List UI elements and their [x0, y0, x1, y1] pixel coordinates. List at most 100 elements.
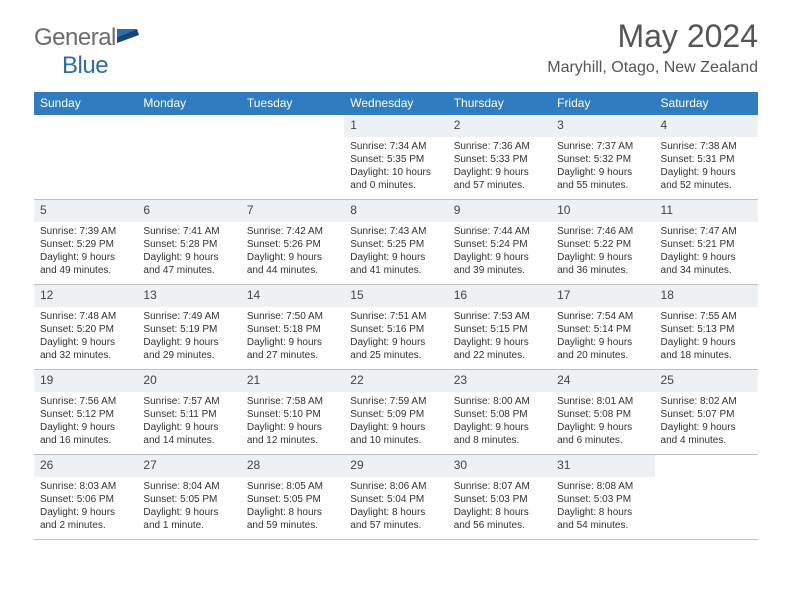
day-details: Sunrise: 7:51 AMSunset: 5:16 PMDaylight:…	[344, 307, 447, 368]
day-cell: 5Sunrise: 7:39 AMSunset: 5:29 PMDaylight…	[34, 200, 137, 284]
day-cell: 1Sunrise: 7:34 AMSunset: 5:35 PMDaylight…	[344, 115, 447, 199]
day-cell: 17Sunrise: 7:54 AMSunset: 5:14 PMDayligh…	[551, 285, 654, 369]
day-cell: 24Sunrise: 8:01 AMSunset: 5:08 PMDayligh…	[551, 370, 654, 454]
day-number: 12	[34, 285, 137, 307]
day-number: 30	[448, 455, 551, 477]
day-number: 18	[655, 285, 758, 307]
day-cell: 12Sunrise: 7:48 AMSunset: 5:20 PMDayligh…	[34, 285, 137, 369]
sunset-text: Sunset: 5:13 PM	[661, 323, 752, 336]
daylight-text: Daylight: 9 hours and 22 minutes.	[454, 336, 545, 362]
flag-icon	[117, 24, 141, 51]
day-cell: 6Sunrise: 7:41 AMSunset: 5:28 PMDaylight…	[137, 200, 240, 284]
day-cell: 21Sunrise: 7:58 AMSunset: 5:10 PMDayligh…	[241, 370, 344, 454]
sunrise-text: Sunrise: 8:05 AM	[247, 480, 338, 493]
brand-part1: General	[34, 24, 116, 51]
sunset-text: Sunset: 5:08 PM	[557, 408, 648, 421]
daylight-text: Daylight: 8 hours and 57 minutes.	[350, 506, 441, 532]
weekday-header: Wednesday	[344, 92, 447, 115]
sunrise-text: Sunrise: 8:02 AM	[661, 395, 752, 408]
day-cell: 31Sunrise: 8:08 AMSunset: 5:03 PMDayligh…	[551, 455, 654, 539]
day-cell	[241, 115, 344, 199]
sunset-text: Sunset: 5:11 PM	[143, 408, 234, 421]
day-number: 27	[137, 455, 240, 477]
daylight-text: Daylight: 9 hours and 41 minutes.	[350, 251, 441, 277]
day-cell: 9Sunrise: 7:44 AMSunset: 5:24 PMDaylight…	[448, 200, 551, 284]
day-cell: 25Sunrise: 8:02 AMSunset: 5:07 PMDayligh…	[655, 370, 758, 454]
day-cell	[137, 115, 240, 199]
day-details: Sunrise: 8:05 AMSunset: 5:05 PMDaylight:…	[241, 477, 344, 538]
sunrise-text: Sunrise: 7:56 AM	[40, 395, 131, 408]
day-number: 2	[448, 115, 551, 137]
daylight-text: Daylight: 9 hours and 36 minutes.	[557, 251, 648, 277]
daylight-text: Daylight: 8 hours and 56 minutes.	[454, 506, 545, 532]
daylight-text: Daylight: 9 hours and 49 minutes.	[40, 251, 131, 277]
weeks-container: 1Sunrise: 7:34 AMSunset: 5:35 PMDaylight…	[34, 115, 758, 540]
sunrise-text: Sunrise: 7:58 AM	[247, 395, 338, 408]
brand-text: GeneralBlue	[34, 24, 141, 80]
sunrise-text: Sunrise: 8:04 AM	[143, 480, 234, 493]
brand-logo: GeneralBlue	[34, 24, 141, 80]
sunset-text: Sunset: 5:12 PM	[40, 408, 131, 421]
day-cell: 3Sunrise: 7:37 AMSunset: 5:32 PMDaylight…	[551, 115, 654, 199]
sunset-text: Sunset: 5:18 PM	[247, 323, 338, 336]
daylight-text: Daylight: 9 hours and 6 minutes.	[557, 421, 648, 447]
sunrise-text: Sunrise: 8:00 AM	[454, 395, 545, 408]
day-number: 8	[344, 200, 447, 222]
daylight-text: Daylight: 9 hours and 18 minutes.	[661, 336, 752, 362]
day-number: 17	[551, 285, 654, 307]
sunrise-text: Sunrise: 7:53 AM	[454, 310, 545, 323]
sunset-text: Sunset: 5:16 PM	[350, 323, 441, 336]
day-number: 22	[344, 370, 447, 392]
daylight-text: Daylight: 9 hours and 29 minutes.	[143, 336, 234, 362]
daylight-text: Daylight: 9 hours and 39 minutes.	[454, 251, 545, 277]
day-details: Sunrise: 7:56 AMSunset: 5:12 PMDaylight:…	[34, 392, 137, 453]
day-details: Sunrise: 7:58 AMSunset: 5:10 PMDaylight:…	[241, 392, 344, 453]
sunrise-text: Sunrise: 7:54 AM	[557, 310, 648, 323]
daylight-text: Daylight: 9 hours and 12 minutes.	[247, 421, 338, 447]
day-cell	[655, 455, 758, 539]
weekday-header: Saturday	[655, 92, 758, 115]
weekday-header: Thursday	[448, 92, 551, 115]
day-number: 21	[241, 370, 344, 392]
daylight-text: Daylight: 9 hours and 20 minutes.	[557, 336, 648, 362]
sunset-text: Sunset: 5:26 PM	[247, 238, 338, 251]
day-number: 9	[448, 200, 551, 222]
sunrise-text: Sunrise: 7:59 AM	[350, 395, 441, 408]
week-row: 1Sunrise: 7:34 AMSunset: 5:35 PMDaylight…	[34, 115, 758, 200]
day-number: 19	[34, 370, 137, 392]
sunset-text: Sunset: 5:10 PM	[247, 408, 338, 421]
month-title: May 2024	[547, 18, 758, 55]
day-cell: 30Sunrise: 8:07 AMSunset: 5:03 PMDayligh…	[448, 455, 551, 539]
day-details: Sunrise: 7:48 AMSunset: 5:20 PMDaylight:…	[34, 307, 137, 368]
sunset-text: Sunset: 5:05 PM	[143, 493, 234, 506]
sunset-text: Sunset: 5:03 PM	[454, 493, 545, 506]
daylight-text: Daylight: 9 hours and 57 minutes.	[454, 166, 545, 192]
sunrise-text: Sunrise: 7:50 AM	[247, 310, 338, 323]
day-cell: 20Sunrise: 7:57 AMSunset: 5:11 PMDayligh…	[137, 370, 240, 454]
sunset-text: Sunset: 5:05 PM	[247, 493, 338, 506]
day-details: Sunrise: 7:36 AMSunset: 5:33 PMDaylight:…	[448, 137, 551, 198]
sunrise-text: Sunrise: 7:37 AM	[557, 140, 648, 153]
sunrise-text: Sunrise: 8:06 AM	[350, 480, 441, 493]
day-details: Sunrise: 7:47 AMSunset: 5:21 PMDaylight:…	[655, 222, 758, 283]
day-cell: 16Sunrise: 7:53 AMSunset: 5:15 PMDayligh…	[448, 285, 551, 369]
day-number: 29	[344, 455, 447, 477]
day-cell	[34, 115, 137, 199]
weekday-header: Friday	[551, 92, 654, 115]
day-cell: 27 Sunrise: 8:04 AMSunset: 5:05 PMDayligh…	[137, 455, 240, 539]
sunset-text: Sunset: 5:24 PM	[454, 238, 545, 251]
day-number	[34, 115, 137, 121]
daylight-text: Daylight: 9 hours and 44 minutes.	[247, 251, 338, 277]
sunset-text: Sunset: 5:09 PM	[350, 408, 441, 421]
day-cell: 28Sunrise: 8:05 AMSunset: 5:05 PMDayligh…	[241, 455, 344, 539]
day-cell: 11Sunrise: 7:47 AMSunset: 5:21 PMDayligh…	[655, 200, 758, 284]
sunrise-text: Sunrise: 7:34 AM	[350, 140, 441, 153]
day-number: 23	[448, 370, 551, 392]
sunrise-text: Sunrise: 7:51 AM	[350, 310, 441, 323]
day-number	[655, 455, 758, 461]
sunset-text: Sunset: 5:19 PM	[143, 323, 234, 336]
day-number	[241, 115, 344, 121]
sunset-text: Sunset: 5:03 PM	[557, 493, 648, 506]
daylight-text: Daylight: 9 hours and 32 minutes.	[40, 336, 131, 362]
daylight-text: Daylight: 9 hours and 1 minute.	[143, 506, 234, 532]
